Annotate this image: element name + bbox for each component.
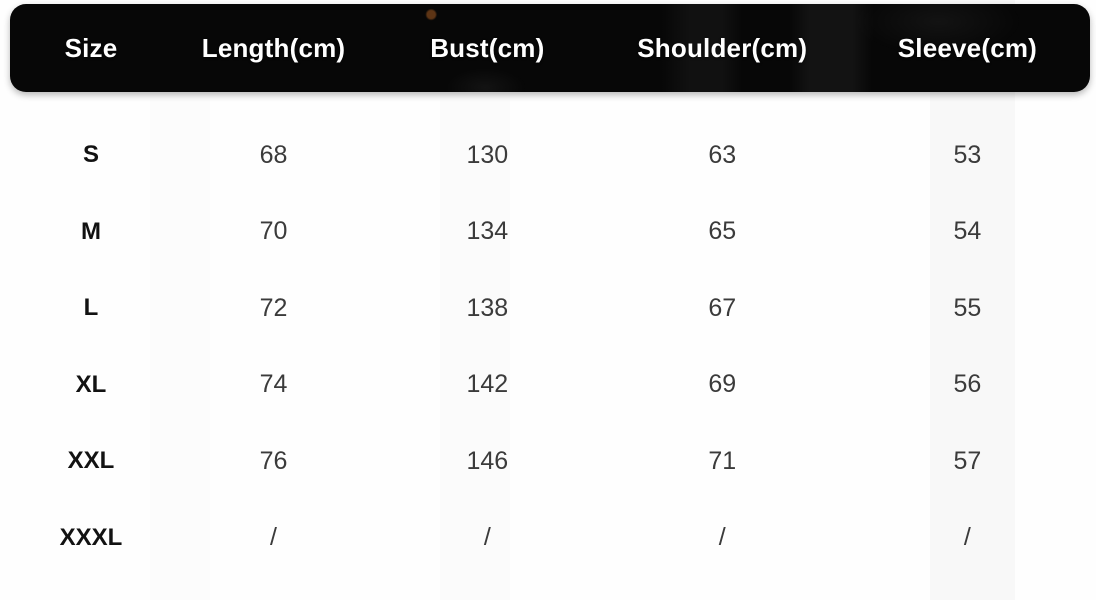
bust-value: 134 bbox=[466, 217, 509, 246]
column-header-shoulder: Shoulder(cm) bbox=[637, 32, 808, 63]
column-header-bust: Bust(cm) bbox=[430, 32, 545, 63]
shoulder-value: 71 bbox=[708, 446, 737, 475]
size-label: L bbox=[83, 294, 99, 322]
table-row-l: L 72 138 67 55 bbox=[10, 270, 1090, 347]
table-row-xxxl: XXXL / / / / bbox=[10, 500, 1090, 577]
shoulder-value: 69 bbox=[708, 370, 737, 399]
table-header: Size Length(cm) Bust(cm) Shoulder(cm) Sl… bbox=[10, 4, 1090, 92]
size-label: S bbox=[82, 141, 99, 169]
column-header-length: Length(cm) bbox=[201, 32, 346, 63]
shoulder-value: 63 bbox=[708, 140, 737, 169]
table-body: S 68 130 63 53 M 70 134 65 54 L 72 138 6… bbox=[10, 92, 1090, 576]
length-value: 70 bbox=[259, 217, 288, 246]
table-row-xl: XL 74 142 69 56 bbox=[10, 347, 1090, 424]
size-label: XXXL bbox=[59, 523, 123, 551]
bust-value: / bbox=[483, 523, 491, 552]
sleeve-value: 54 bbox=[953, 217, 982, 246]
length-value: 74 bbox=[259, 370, 288, 399]
length-value: 68 bbox=[259, 140, 288, 169]
shoulder-value: 67 bbox=[708, 293, 737, 322]
column-header-size: Size bbox=[64, 32, 118, 63]
table-row-m: M 70 134 65 54 bbox=[10, 194, 1090, 271]
table-row-xxl: XXL 76 146 71 57 bbox=[10, 423, 1090, 500]
bust-value: 142 bbox=[466, 370, 509, 399]
length-value: 72 bbox=[259, 293, 288, 322]
size-label: M bbox=[81, 217, 101, 245]
table-row-s: S 68 130 63 53 bbox=[10, 117, 1090, 194]
sleeve-value: / bbox=[963, 523, 971, 552]
sleeve-value: 57 bbox=[953, 446, 982, 475]
sleeve-value: 53 bbox=[953, 140, 982, 169]
bust-value: 146 bbox=[466, 446, 509, 475]
length-value: / bbox=[270, 523, 277, 552]
shoulder-value: / bbox=[718, 523, 726, 552]
length-value: 76 bbox=[259, 446, 288, 475]
sleeve-value: 56 bbox=[953, 370, 982, 399]
sleeve-value: 55 bbox=[953, 293, 982, 322]
column-header-sleeve: Sleeve(cm) bbox=[897, 32, 1038, 63]
size-label: XL bbox=[75, 370, 107, 398]
shoulder-value: 65 bbox=[708, 217, 737, 246]
bust-value: 130 bbox=[466, 140, 509, 169]
size-label: XXL bbox=[67, 447, 115, 475]
bust-value: 138 bbox=[466, 293, 509, 322]
